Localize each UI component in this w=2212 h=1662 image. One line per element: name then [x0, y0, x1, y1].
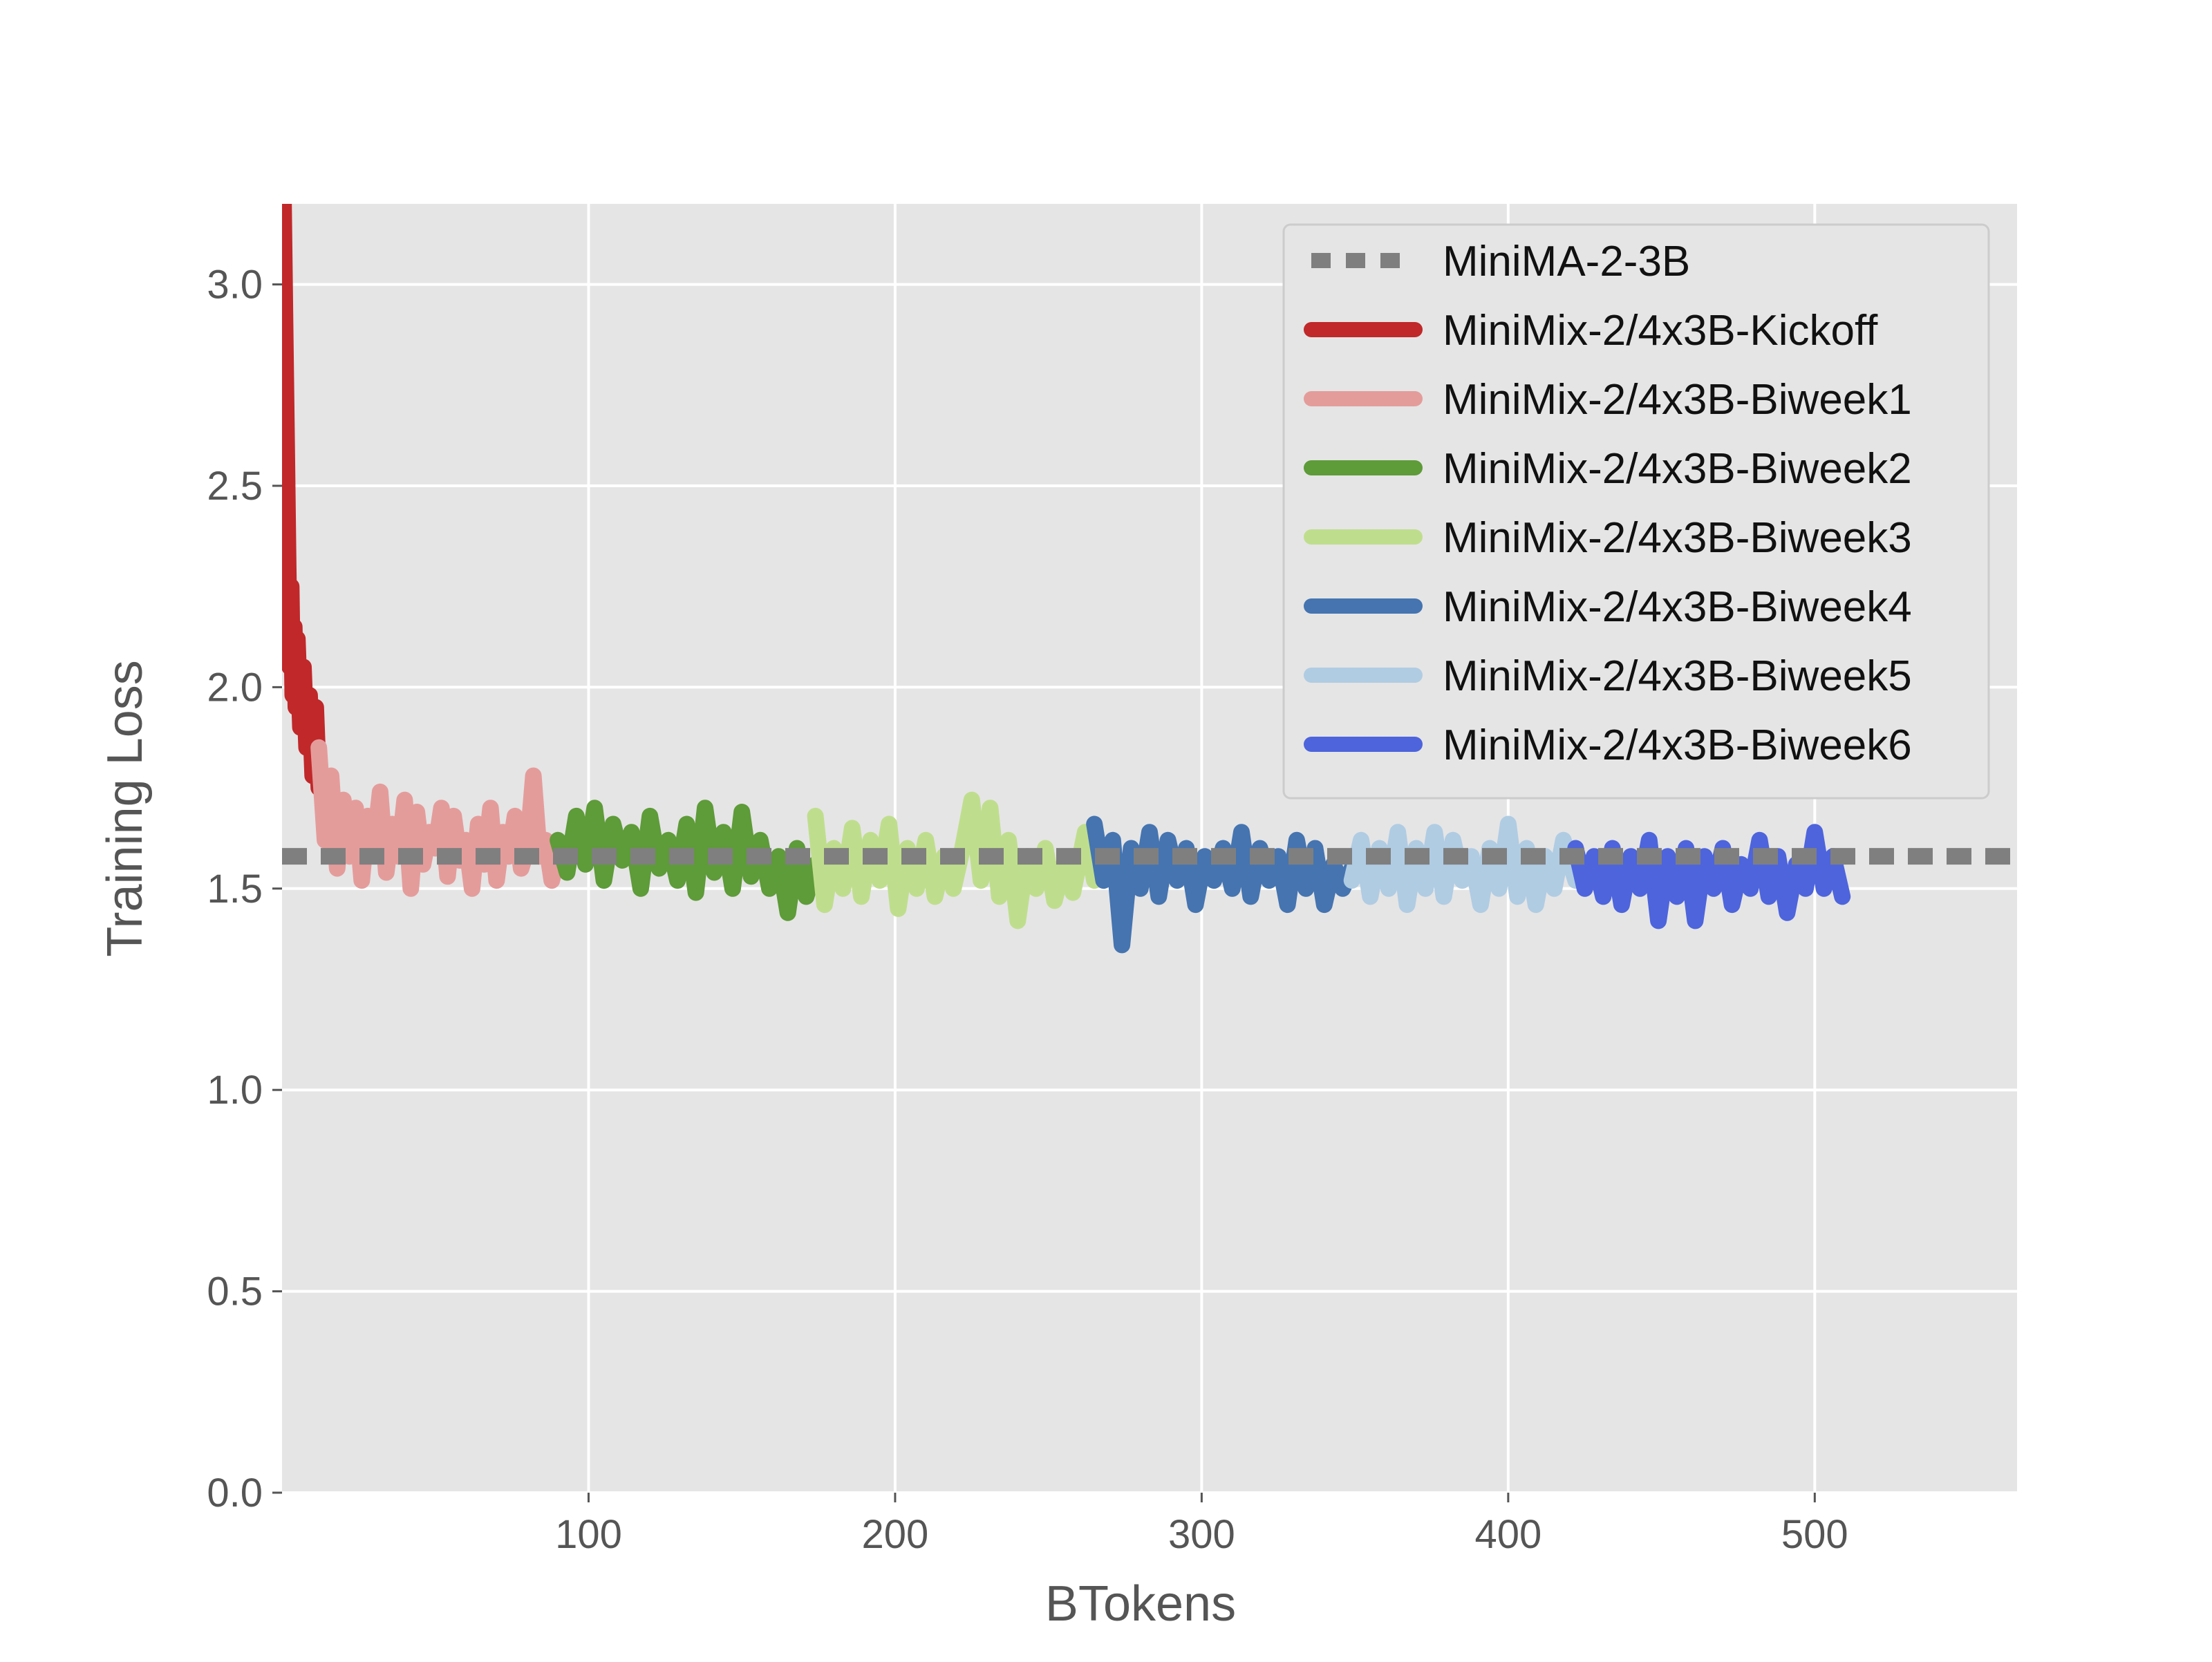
series-line-7	[1567, 824, 1851, 929]
x-tick-label: 400	[1474, 1512, 1541, 1557]
y-tick-label: 0.5	[207, 1269, 263, 1314]
legend-label: MiniMix-2/4x3B-Biweek2	[1443, 445, 1912, 493]
x-tick-label: 300	[1168, 1512, 1235, 1557]
legend-label: MiniMix-2/4x3B-Biweek6	[1443, 721, 1912, 769]
y-tick-label: 2.0	[207, 665, 263, 710]
y-tick-label: 1.5	[207, 867, 263, 912]
legend: MiniMA-2-3B MiniMix-2/4x3B-Kickoff MiniMix…	[1282, 223, 1990, 800]
y-tick-label: 3.0	[207, 263, 263, 308]
x-tick-label: 500	[1781, 1512, 1848, 1557]
series-line-2	[310, 739, 567, 897]
x-tick-label: 200	[862, 1512, 929, 1557]
series-line-1	[282, 204, 328, 797]
x-axis-label: BTokens	[1045, 1576, 1236, 1632]
legend-box	[1282, 223, 1990, 800]
legend-label: MiniMix-2/4x3B-Biweek5	[1443, 652, 1912, 700]
series-line-6	[1343, 815, 1584, 914]
y-axis-label: Training Loss	[97, 660, 153, 957]
x-tick-label: 100	[555, 1512, 622, 1557]
legend-label: MiniMix-2/4x3B-Biweek1	[1443, 376, 1912, 424]
legend-label: MiniMix-2/4x3B-Biweek4	[1443, 583, 1912, 631]
legend-label: MiniMA-2-3B	[1443, 238, 1690, 285]
ticks: 100 200 300 400 500 0.0 0.5 1.0 1.5 2.0 2.5 3.0	[207, 263, 1848, 1557]
y-tick-label: 1.0	[207, 1068, 263, 1113]
y-tick-label: 0.0	[207, 1471, 263, 1515]
y-tick-label: 2.5	[207, 464, 263, 509]
series-line-4	[807, 791, 1103, 929]
legend-label: MiniMix-2/4x3B-Kickoff	[1443, 307, 1878, 355]
legend-label: MiniMix-2/4x3B-Biweek3	[1443, 514, 1912, 562]
series-layer	[282, 204, 1851, 954]
